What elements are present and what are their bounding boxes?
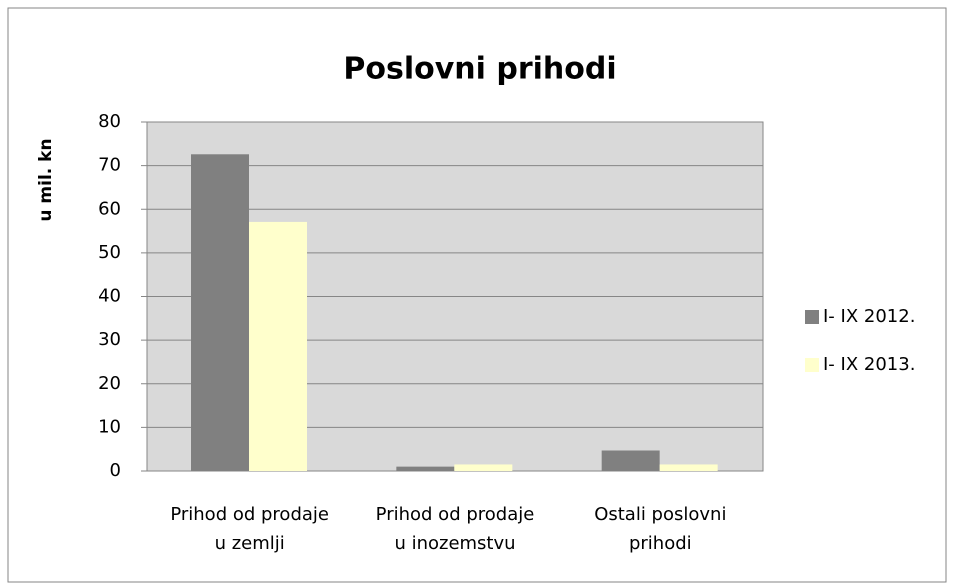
x-tick-label: Prihod od prodaje — [170, 504, 329, 525]
chart-title: Poslovni prihodi — [343, 52, 616, 87]
bar — [396, 466, 455, 471]
legend-swatch — [805, 310, 819, 324]
y-tick-label: 70 — [98, 155, 121, 176]
x-tick-label: Prihod od prodaje — [376, 504, 535, 525]
y-tick-label: 60 — [98, 198, 121, 219]
bar — [249, 221, 307, 471]
y-tick-label: 30 — [98, 329, 121, 350]
y-tick-label: 10 — [98, 416, 121, 437]
y-tick-label: 40 — [98, 286, 121, 307]
bar — [659, 464, 718, 471]
legend-label: I- IX 2013. — [823, 354, 915, 375]
x-tick-label: prihodi — [629, 533, 692, 554]
y-tick-label: 20 — [98, 373, 121, 394]
y-axis-label: u mil. kn — [36, 138, 56, 221]
x-tick-label: Ostali poslovni — [594, 504, 726, 525]
bar — [454, 464, 513, 471]
legend-swatch — [805, 358, 819, 372]
bar — [601, 450, 660, 471]
x-tick-label: u zemlji — [215, 533, 285, 554]
x-tick-label: u inozemstvu — [394, 533, 515, 554]
bar — [191, 154, 249, 471]
y-tick-label: 0 — [110, 460, 121, 481]
legend-label: I- IX 2012. — [823, 306, 915, 327]
y-tick-label: 50 — [98, 242, 121, 263]
y-tick-label: 80 — [98, 111, 121, 132]
